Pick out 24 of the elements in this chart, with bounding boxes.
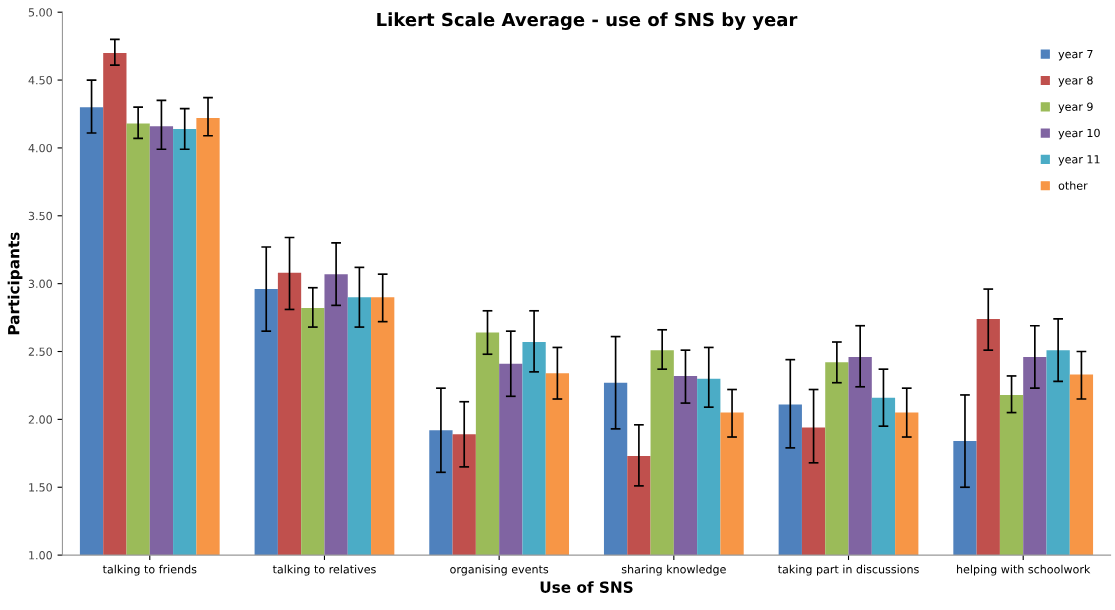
x-tick-label: talking to friends	[102, 564, 197, 576]
y-tick-label: 2.00	[28, 415, 52, 424]
y-tick-label: 4.50	[28, 76, 52, 85]
x-tick-label: talking to relatives	[272, 564, 376, 576]
x-tick-label: organising events	[450, 564, 549, 576]
y-tick-label: 3.00	[28, 279, 52, 289]
legend-label: other	[1058, 181, 1088, 190]
x-tick-label: taking part in discussions	[777, 564, 919, 576]
y-tick-label: 4.00	[28, 143, 52, 153]
legend-label: year 8	[1058, 76, 1093, 87]
legend-label: year 10	[1058, 128, 1100, 140]
y-axis-title: Participants	[7, 232, 23, 335]
legend-label: year 9	[1058, 102, 1093, 113]
y-tick-label: 1.50	[29, 483, 52, 492]
legend-label: year 11	[1058, 155, 1100, 166]
y-tick-label: 1.00	[29, 551, 52, 560]
chart-title: Likert Scale Average - use of SNS by year	[377, 12, 798, 30]
legend-label: year 7	[1058, 49, 1093, 61]
y-tick-label: 5.00	[28, 8, 52, 17]
x-axis-title: Use of SNS	[540, 581, 633, 593]
y-tick-label: 2.50	[28, 347, 52, 356]
x-tick-label: sharing knowledge	[621, 564, 726, 576]
x-tick-label: helping with schoolwork	[957, 564, 1091, 576]
y-tick-label: 3.50	[28, 211, 52, 221]
